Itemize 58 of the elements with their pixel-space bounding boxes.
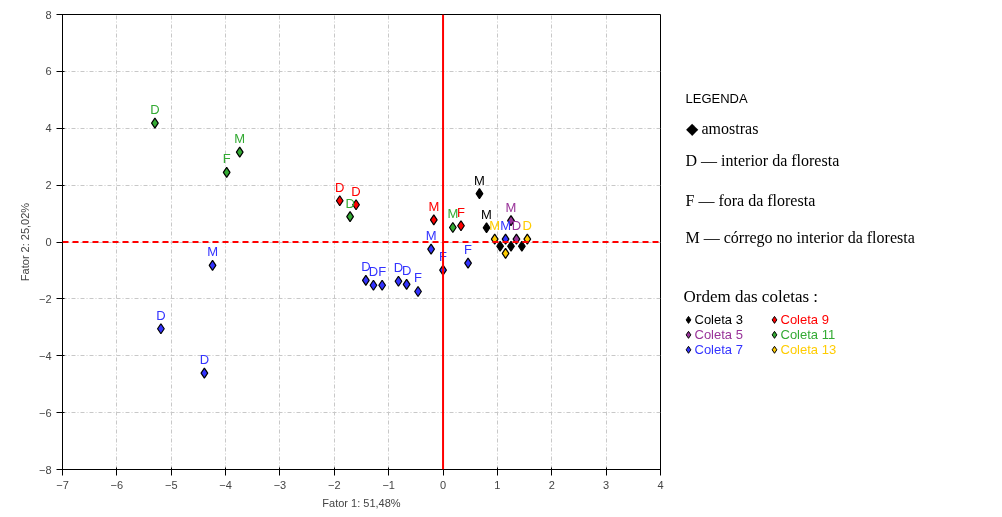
text: LEGENDA [685,90,748,106]
data-label: D [361,259,371,275]
data-label: D [511,218,522,234]
data-label: D [522,218,533,234]
text: D — interior da floresta [685,152,840,170]
text: M — córrego no interior da floresta [685,228,915,247]
data-label: M [500,218,511,234]
y-tick-label: 4 [45,122,52,135]
data-label: M [425,228,437,244]
legend-label: Coleta 3 [694,312,743,328]
data-label: D [156,307,166,323]
y-tick-label: 2 [45,179,52,192]
data-label: M [428,198,440,214]
x-tick-label: −5 [164,478,178,491]
x-tick-label: 4 [657,478,664,491]
data-label: M [207,244,218,260]
text: ◆ amostras [685,120,759,138]
data-label: F [457,204,466,220]
y-tick-label: −4 [38,349,52,362]
text: F — fora da floresta [685,191,816,209]
legend-label: Coleta 7 [694,342,743,358]
x-tick-label: −7 [56,478,69,491]
legend-label: Coleta 9 [780,312,829,328]
legend-title: Ordem das coletas : [683,286,819,306]
x-tick-label: −4 [219,478,232,491]
x-tick-label: −1 [382,478,395,491]
data-label: F [414,270,423,286]
x-tick-label: 3 [603,478,610,491]
data-label: M [481,206,492,222]
data-label: M [447,206,459,222]
data-label: F [464,242,473,258]
data-label: D [150,102,160,118]
y-tick-label: 0 [45,236,52,248]
y-tick-label: −6 [38,406,52,419]
data-label: D [393,260,404,276]
data-label: M [474,172,485,188]
data-label: D [199,352,210,368]
y-tick-label: −8 [38,463,52,476]
x-tick-label: 0 [439,478,447,491]
data-label: F [378,264,387,280]
y-tick-label: 8 [45,8,52,21]
x-tick-label: −6 [110,478,124,491]
data-label: M [234,131,246,147]
y-tick-label: 6 [45,65,52,78]
x-tick-label: −3 [273,478,287,491]
data-label: M [505,199,517,215]
legend-label: Coleta 5 [694,327,743,343]
data-label: F [222,151,231,167]
x-tick-label: 2 [548,478,555,491]
y-tick-label: −2 [38,292,52,305]
data-label: M [489,218,501,234]
data-label: D [335,179,345,195]
x-tick-label: 1 [494,478,501,491]
y-axis-title: Fator 2: 25,02% [18,202,31,282]
x-tick-label: −2 [328,478,341,491]
legend-label: Coleta 13 [780,342,837,358]
x-axis-title: Fator 1: 51,48% [322,496,401,509]
legend-label: Coleta 11 [780,327,836,343]
